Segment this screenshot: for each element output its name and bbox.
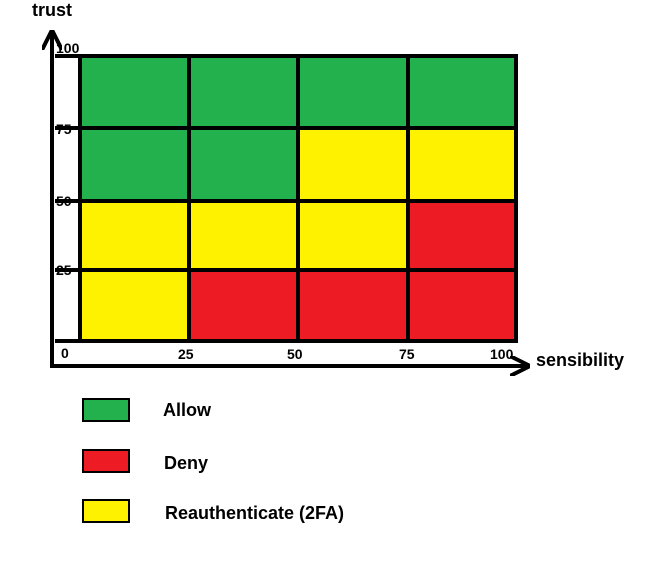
y-tick-50: 50 [56,193,72,209]
cell-reauth-r4-c1 [80,270,189,341]
x-tick-25: 25 [178,346,194,362]
legend-swatch-allow [82,398,130,422]
y-tick-75: 75 [56,121,72,137]
y-axis-title: trust [32,0,72,20]
x-tick-75: 75 [399,346,415,362]
y-tick-100: 100 [56,40,80,56]
x-tick-100: 100 [490,346,514,362]
cell-reauth-r2-c3 [298,128,408,201]
cell-allow-r1-c2 [189,56,298,128]
cell-allow-r1-c3 [298,56,408,128]
legend-swatch-deny [82,449,130,473]
cell-allow-r2-c1 [80,128,189,201]
legend-label-deny: Deny [164,453,209,473]
cell-deny-r3-c4 [408,201,516,270]
origin-label: 0 [61,345,69,361]
cell-reauth-r2-c4 [408,128,516,201]
cell-allow-r2-c2 [189,128,298,201]
cell-deny-r4-c4 [408,270,516,341]
y-tick-25: 25 [56,262,72,278]
cell-allow-r1-c4 [408,56,516,128]
x-axis-title: sensibility [536,350,625,370]
cell-reauth-r3-c2 [189,201,298,270]
legend-label-reauthenticate: Reauthenticate (2FA) [165,503,345,523]
cell-allow-r1-c1 [80,56,189,128]
cell-reauth-r3-c1 [80,201,189,270]
legend-label-allow: Allow [163,400,211,420]
cell-deny-r4-c2 [189,270,298,341]
cell-reauth-r3-c3 [298,201,408,270]
cell-deny-r4-c3 [298,270,408,341]
x-tick-50: 50 [287,346,303,362]
legend-swatch-reauthenticate [82,499,130,523]
